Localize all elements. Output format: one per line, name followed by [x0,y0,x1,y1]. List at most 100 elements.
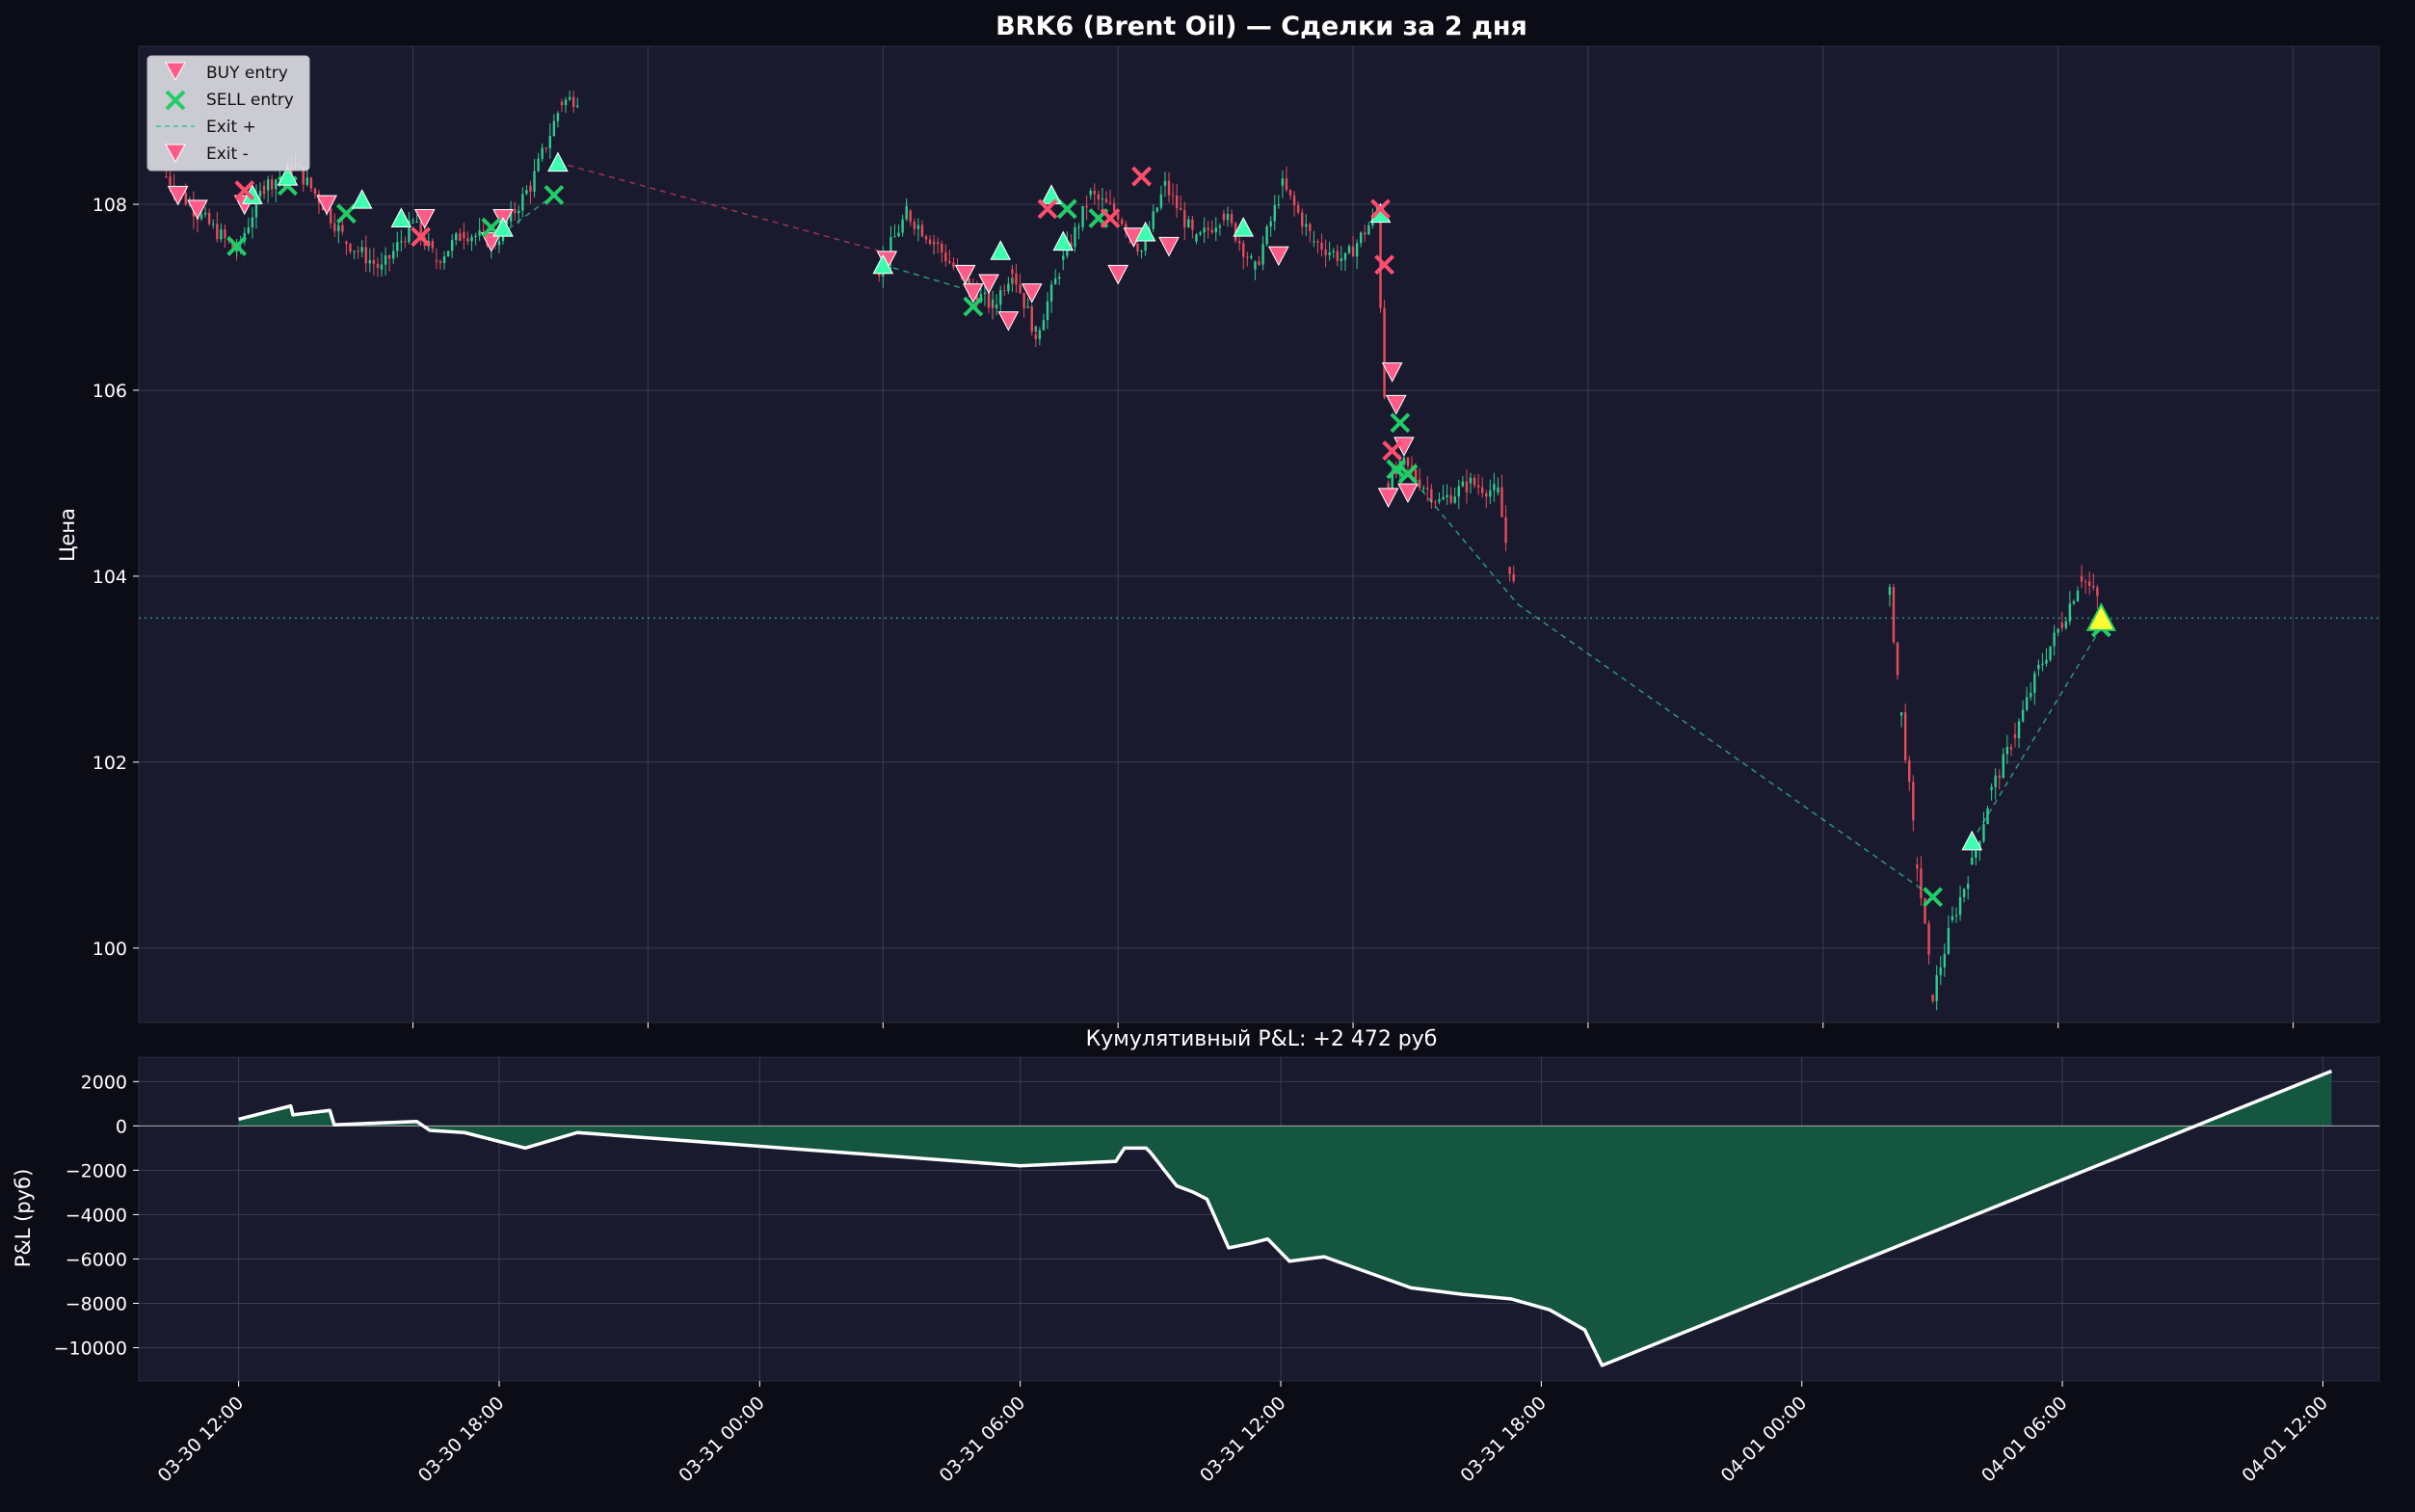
candle-body-64 [404,241,407,243]
candle-body-85 [482,230,485,232]
candle-body-165 [1070,243,1073,248]
exit-minus-stroke-b-52 [1037,199,1058,220]
exit-plus-marker-45 [1134,221,1156,242]
candle-body-233 [1336,251,1339,261]
buy-entry-marker-3 [316,195,337,216]
candle-body-55 [368,259,372,264]
buy-entry-marker-10 [978,274,999,295]
candle-body-329 [2083,581,2087,583]
candle-body-131 [952,262,955,268]
candle-body-222 [1292,195,1296,206]
candle-body-295 [1951,915,1954,920]
candle-body-213 [1258,261,1261,265]
candle-body-170 [1089,190,1092,196]
buy-entry-marker-0 [167,185,189,206]
candle-body-228 [1316,241,1319,243]
exit-minus-stroke-b-53 [1100,208,1121,228]
candle-body-310 [2009,747,2013,750]
pnl-y-tick-label-0: 2000 [81,1072,127,1093]
candle-body-175 [1108,202,1112,204]
candle-body-121 [916,225,920,229]
candle-body-186 [1152,211,1154,229]
candle-body-263 [1453,496,1456,503]
sell-entry-stroke-b-26 [544,184,565,205]
buy-entry-marker-4 [413,208,436,229]
candle-body-118 [905,210,908,214]
candle-body-108 [571,96,575,107]
candle-body-78 [455,233,458,241]
candle-body-97 [529,185,532,192]
exit-minus-stroke-b-57 [1382,440,1403,462]
candle-body-51 [353,251,356,252]
trade-link-0 [557,161,880,252]
buy-entry-marker-16 [1267,246,1289,267]
sell-entry-stroke-b-27 [963,296,984,317]
buy-entry-marker-8 [954,264,976,285]
candle-body-166 [1074,226,1076,248]
candle-body-327 [2076,590,2080,602]
candle-body-99 [537,158,540,172]
candle-body-323 [2060,623,2063,628]
candle-body-93 [514,208,517,214]
candle-body-65 [408,220,411,243]
candle-body-312 [2017,721,2021,739]
candle-body-224 [1301,212,1304,227]
candle-body-256 [1426,488,1429,490]
legend-exit-minus-label: Exit - [206,145,249,164]
candle-body-202 [1214,227,1217,233]
candle-body-53 [360,247,363,252]
price-y-ticks: 100 102 104 106 108 [93,195,139,960]
legend-sell-marker [165,90,186,111]
sell-entry-marker-31 [1386,459,1407,480]
buy-entry-marker-21 [1397,483,1419,504]
candle-body-284 [1908,760,1911,783]
candle-body-103 [552,120,556,137]
candle-body-187 [1155,207,1159,212]
candle-body-10 [199,214,203,220]
buy-entry-marker-15 [1158,236,1180,257]
price-y-tick-label-2: 104 [93,567,127,588]
candle-body-60 [387,255,391,259]
candle-body-210 [1246,256,1249,258]
candle-body-287 [1920,868,1923,899]
candle-body-291 [1935,974,1938,1001]
candle-body-317 [2037,664,2040,670]
candle-body-315 [2030,692,2032,698]
candle-body-324 [2064,621,2068,628]
candle-body-146 [1003,290,1006,292]
candle-body-77 [450,240,454,252]
candle-body-198 [1199,232,1202,235]
candle-body-174 [1104,199,1108,203]
exit-minus-stroke-b-55 [1370,199,1391,220]
candle-body-147 [1007,283,1010,292]
candle-body-76 [446,251,450,256]
candle-body-98 [533,171,536,192]
candle-body-258 [1434,501,1437,503]
candle-body-163 [1062,255,1065,260]
candle-body-84 [478,230,481,236]
exit-minus-marker-54 [1131,166,1152,187]
candle-body-127 [936,242,940,244]
candle-body-322 [2057,628,2059,633]
candle-body-119 [909,210,912,223]
candle-body-162 [1058,277,1061,279]
candle-body-11 [203,212,207,215]
candle-body-182 [1136,243,1139,252]
candle-body-286 [1916,863,1919,869]
candle-body-124 [928,239,932,245]
exit-minus-marker-53 [1100,208,1121,228]
candle-body-301 [1975,850,1977,858]
pnl-y-tick-label-6: −10000 [54,1338,127,1359]
candle-body-183 [1140,251,1143,252]
exit-plus-marker-46 [1233,217,1255,237]
candle-body-80 [463,231,465,239]
candle-body-292 [1939,967,1942,975]
candle-body-200 [1207,227,1209,230]
candle-body-130 [948,260,951,263]
legend-exit-minus-marker [165,144,186,164]
exit-plus-marker-38 [390,207,412,227]
candle-body-188 [1159,194,1163,208]
candle-body-262 [1449,494,1452,503]
candle-body-67 [411,222,414,224]
